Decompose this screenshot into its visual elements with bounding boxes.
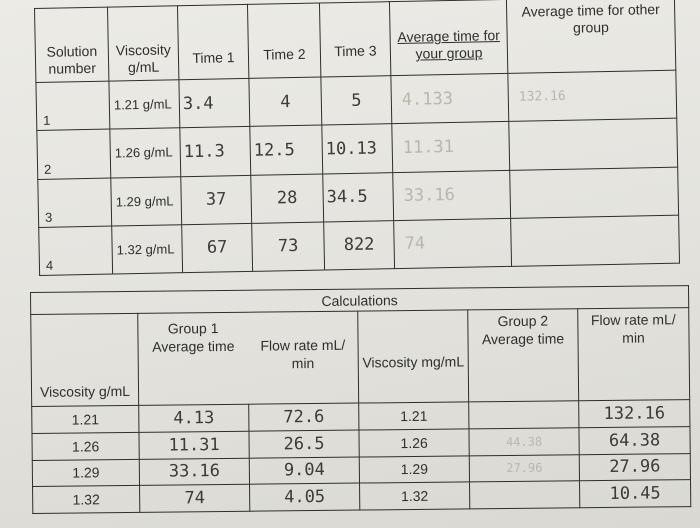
viscosity-cell: 1.29 g/mL [110, 176, 182, 226]
viscosity-mgml-cell: 1.26 [358, 428, 470, 457]
viscosity-cell: 1.21 g/mL [108, 79, 180, 130]
time-3-cell: 5 [320, 75, 392, 126]
time-3-cell: 822 [323, 220, 395, 270]
time-2-cell: 73 [251, 221, 325, 272]
solution-number: 1 [35, 81, 110, 131]
group-2-average-cell [469, 481, 580, 509]
viscosity-cell: 1.32 g/mL [111, 224, 183, 275]
group-2-average-cell: 44.38 [468, 427, 580, 456]
header-average-time-2: Average time [481, 330, 565, 348]
solution-number: 2 [36, 129, 111, 179]
group-1-flow-rate-cell: 72.6 [248, 403, 359, 431]
solution-number: 3 [37, 177, 112, 228]
viscosity-mgml-cell: 1.32 [359, 482, 470, 511]
header-flow-rate-1: Flow rate mL/ min [247, 311, 359, 377]
viscosity-mgml-cell: 1.29 [359, 455, 470, 484]
average-other-cell [510, 214, 680, 267]
header-average-time-1: Average time [152, 337, 235, 355]
viscosity-mgml-cell: 1.21 [358, 401, 469, 430]
group-1-heading: Group 1 Average time [137, 312, 249, 378]
time-1-cell: 67 [181, 223, 253, 273]
time-2-cell: 12.5 [249, 125, 323, 175]
group-1-average-cell: 74 [139, 484, 250, 513]
header-time-1: Time 1 [177, 4, 249, 80]
group-1-flow-rate-cell: 4.05 [249, 483, 360, 512]
group-1-flow-rate-cell: 9.04 [249, 456, 360, 485]
header-time-3: Time 3 [319, 1, 391, 78]
group-2-flow-rate-cell: 27.96 [579, 453, 691, 482]
header-viscosity-mgml: Viscosity mg/mL [357, 309, 469, 376]
average-other-cell [508, 118, 678, 170]
group-2-average-cell [468, 400, 579, 429]
viscosity-gml-cell: 1.29 [32, 458, 140, 487]
header-viscosity: Viscosity g/mL [107, 5, 179, 82]
header-solution-number: Solution number [34, 7, 109, 83]
average-other-cell: 132.16 [507, 70, 677, 122]
header-flow-rate-2: Flow rate mL/ min [577, 307, 690, 373]
group-2-heading: Group 2 Average time [467, 308, 579, 374]
group-1-average-cell: 11.31 [138, 430, 250, 459]
table-header-row: Solution number Viscosity g/mL Time 1 Ti… [34, 0, 676, 83]
time-2-cell: 4 [248, 77, 322, 127]
average-other-cell [509, 166, 679, 219]
time-3-cell: 10.13 [321, 123, 393, 174]
group-2-flow-rate-cell: 10.45 [579, 479, 691, 508]
viscosity-cell: 1.26 g/mL [109, 127, 181, 178]
table-row: 1.32 74 4.05 1.32 10.45 [32, 479, 691, 514]
header-average-group: Average time for your group [389, 0, 508, 76]
group-2-flow-rate-cell: 132.16 [578, 399, 690, 428]
viscosity-gml-cell: 1.26 [31, 432, 140, 460]
data-table: Solution number Viscosity g/mL Time 1 Ti… [34, 0, 680, 276]
average-group-cell: 11.31 [391, 121, 510, 173]
average-group-cell: 4.133 [390, 73, 509, 124]
solution-number: 4 [38, 225, 113, 276]
group-1-average-cell: 33.16 [139, 457, 250, 486]
viscosity-gml-cell: 1.21 [31, 405, 139, 434]
time-1-cell: 11.3 [179, 126, 251, 177]
time-3-cell: 34.5 [322, 172, 394, 222]
average-group-cell: 33.16 [392, 169, 511, 221]
group-1-average-cell: 4.13 [138, 404, 249, 433]
group-1-flow-rate-cell: 26.5 [248, 429, 360, 458]
group-2-flow-rate-cell: 64.38 [578, 426, 691, 455]
time-2-cell: 28 [250, 173, 324, 224]
time-1-cell: 37 [180, 174, 252, 225]
average-group-cell: 74 [393, 218, 512, 269]
time-1-cell: 3.4 [178, 78, 250, 128]
group-2-average-cell: 27.96 [469, 454, 580, 483]
viscosity-gml-cell: 1.32 [32, 485, 140, 514]
calculations-table: Calculations Group 1 Average time Flow ra… [30, 285, 691, 514]
header-time-2: Time 2 [247, 3, 321, 79]
header-average-other: Average time for other group [506, 0, 676, 74]
header-viscosity-gml: Viscosity g/mL [31, 377, 139, 407]
